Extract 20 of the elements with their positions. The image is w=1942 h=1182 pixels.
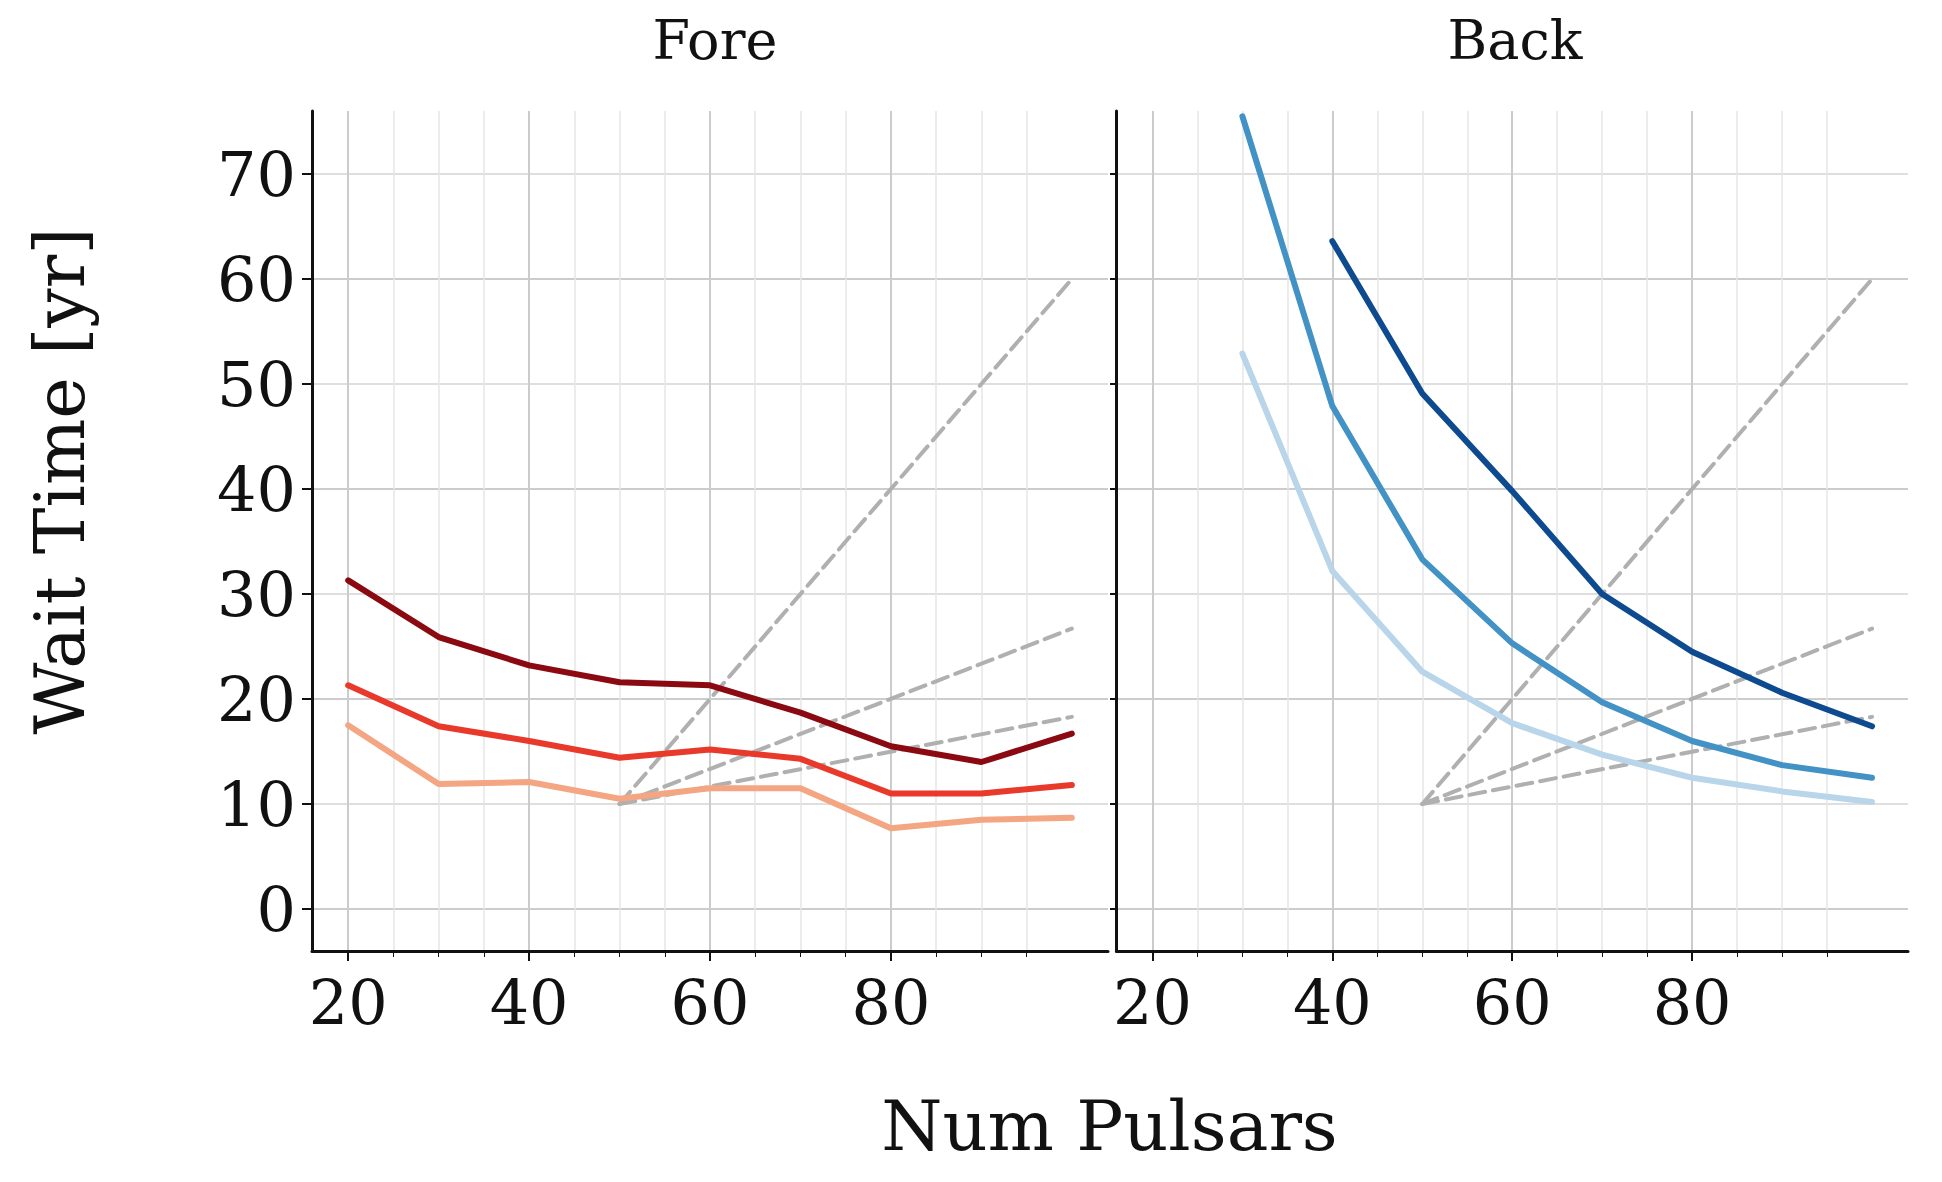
y-tick-label: 10 (217, 767, 296, 841)
y-axis-title: Wait Time [yr] (19, 226, 101, 737)
x-tick-label: 60 (1472, 965, 1552, 1039)
x-tick-label: 40 (489, 965, 569, 1039)
x-tick-label: 20 (308, 965, 388, 1039)
x-tick-label: 80 (1652, 965, 1732, 1039)
x-tick-label: 20 (1112, 965, 1192, 1039)
chart-title: Back (1447, 8, 1584, 72)
y-tick-label: 70 (217, 137, 296, 211)
x-tick-label: 60 (670, 965, 750, 1039)
y-tick-label: 40 (217, 452, 296, 526)
x-axis-title: Num Pulsars (880, 1085, 1339, 1167)
y-tick-label: 60 (217, 242, 296, 316)
y-tick-label: 20 (217, 662, 296, 736)
x-tick-label: 40 (1292, 965, 1372, 1039)
y-tick-label: 0 (256, 872, 296, 946)
y-tick-label: 50 (217, 347, 296, 421)
y-tick-label: 30 (217, 557, 296, 631)
x-tick-label: 80 (851, 965, 931, 1039)
chart-title: Fore (652, 8, 778, 72)
